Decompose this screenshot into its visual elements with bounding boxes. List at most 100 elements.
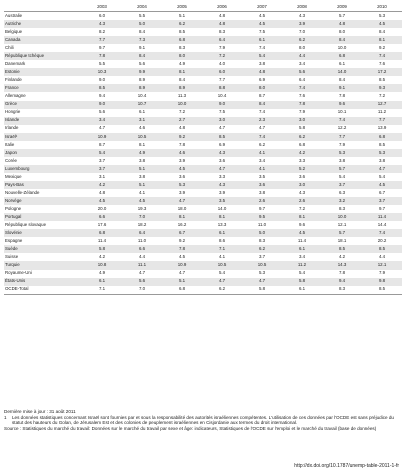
value-cell: 9.3 — [362, 84, 402, 93]
value-cell: 4.5 — [362, 180, 402, 190]
value-cell: 4.9 — [178, 61, 186, 67]
value-cell: 10.1 — [337, 109, 347, 115]
value-cell: 6.2 — [162, 20, 202, 29]
value-cell: 8.7 — [98, 141, 106, 147]
doi-link[interactable]: http://dx.doi.org/10.1787/unemp-table-20… — [294, 463, 399, 469]
value-cell: 4.6 — [162, 148, 202, 157]
country-cell: Royaume-Uni — [5, 270, 32, 276]
value-cell: 8.2 — [98, 28, 106, 34]
value-cell: 4.3 — [298, 12, 306, 18]
value-cell: 14.3 — [322, 261, 362, 270]
value-cell: 11.3 — [177, 93, 187, 99]
country-cell: États-Unis — [4, 277, 82, 286]
value-cell: 4.5 — [258, 12, 266, 18]
table-row: Finlande 9.0 8.9 8.4 7.7 6.9 6.4 8.4 8.5 — [4, 76, 402, 84]
value-cell: 6.8 — [82, 229, 122, 238]
value-cell: 5.4 — [242, 52, 282, 61]
value-cell: 4.7 — [202, 164, 242, 173]
value-cell: 3.9 — [178, 157, 186, 163]
value-cell: 4.5 — [282, 229, 322, 238]
value-cell: 11.0 — [257, 222, 267, 228]
value-cell: 5.1 — [122, 180, 162, 190]
value-cell: 3.4 — [298, 254, 306, 260]
table-row: Norvège 4.5 4.5 4.7 3.5 2.6 2.6 3.2 3.7 — [4, 197, 402, 206]
value-cell: 4.1 — [242, 164, 282, 173]
table-row: Canada 7.7 7.3 6.8 6.4 6.1 6.2 8.4 8.1 — [4, 36, 402, 45]
table-row: États-Unis 6.1 5.6 5.1 4.7 4.7 5.8 9.4 9.8 — [4, 277, 402, 286]
value-cell: 4.5 — [362, 20, 402, 29]
country-cell: Canada — [4, 36, 82, 45]
country-cell: Irlande — [5, 125, 19, 131]
value-cell: 7.2 — [298, 205, 306, 211]
value-cell: 7.6 — [378, 61, 386, 67]
value-cell: 14.4 — [377, 222, 387, 228]
value-cell: 5.6 — [138, 61, 146, 67]
value-cell: 8.4 — [322, 36, 362, 45]
header-country — [4, 3, 82, 12]
value-cell: 9.7 — [378, 205, 386, 211]
value-cell: 7.4 — [322, 116, 362, 125]
value-cell: 12.1 — [337, 222, 347, 228]
value-cell: 7.4 — [362, 229, 402, 238]
header-year: 2004 — [122, 3, 162, 12]
value-cell: 8.5 — [202, 132, 242, 141]
value-cell: 12.7 — [362, 100, 402, 109]
value-cell: 9.1 — [138, 45, 146, 50]
value-cell: 4.4 — [378, 254, 386, 260]
value-cell: 13.3 — [217, 222, 227, 228]
value-cell: 19.3 — [137, 205, 147, 211]
value-cell: 3.8 — [258, 61, 266, 67]
value-cell: 3.7 — [98, 157, 106, 163]
value-cell: 3.3 — [298, 157, 306, 163]
value-cell: 3.9 — [282, 20, 322, 29]
value-cell: 6.6 — [82, 213, 122, 222]
value-cell: 5.7 — [322, 229, 362, 238]
country-cell: Hongrie — [5, 109, 21, 115]
value-cell: 8.1 — [362, 36, 402, 45]
value-cell: 7.2 — [202, 52, 242, 61]
value-cell: 6.1 — [202, 229, 242, 238]
table-row: France 8.5 8.9 8.9 8.8 8.0 7.4 9.1 9.3 — [4, 84, 402, 93]
value-cell: 3.4 — [298, 61, 306, 67]
value-cell: 4.3 — [298, 189, 306, 195]
country-cell: Danemark — [5, 61, 26, 67]
country-cell: Corée — [5, 157, 17, 163]
value-cell: 10.0 — [322, 213, 362, 222]
value-cell: 7.7 — [82, 36, 122, 45]
value-cell: 5.8 — [82, 245, 122, 254]
table-row: Italie 8.7 8.1 7.8 6.9 6.2 6.8 7.9 8.5 — [4, 141, 402, 149]
value-cell: 4.7 — [258, 125, 266, 131]
value-cell: 18.2 — [137, 222, 147, 228]
value-cell: 5.2 — [282, 164, 322, 173]
header-year: 2007 — [242, 3, 282, 12]
value-cell: 6.8 — [362, 132, 402, 141]
value-cell: 6.3 — [338, 189, 346, 195]
table-row: Nouvelle-Zélande 4.8 4.1 3.9 3.9 3.8 4.3 6.3 6.7 — [4, 189, 402, 197]
value-cell: 10.0 — [337, 45, 347, 50]
value-cell: 3.7 — [82, 164, 122, 173]
value-cell: 5.6 — [98, 109, 106, 115]
value-cell: 3.9 — [178, 189, 186, 195]
value-cell: 11.2 — [377, 109, 387, 115]
country-cell: OCDE-Total — [4, 285, 82, 295]
value-cell: 8.4 — [122, 52, 162, 61]
value-cell: 3.4 — [82, 116, 122, 125]
value-cell: 7.1 — [82, 285, 122, 295]
value-cell: 4.8 — [322, 20, 362, 29]
country-cell: Espagne — [5, 238, 23, 244]
value-cell: 9.4 — [322, 277, 362, 286]
value-cell: 5.4 — [378, 173, 386, 179]
value-cell: 7.5 — [258, 28, 266, 34]
value-cell: 7.4 — [258, 109, 266, 115]
value-cell: 5.7 — [322, 164, 362, 173]
table-row: Hongrie 5.6 6.1 7.2 7.5 7.4 7.9 10.1 11.2 — [4, 109, 402, 117]
value-cell: 8.3 — [322, 285, 362, 295]
value-cell: 8.1 — [162, 68, 202, 77]
value-cell: 6.2 — [202, 285, 242, 295]
value-cell: 4.3 — [202, 148, 242, 157]
value-cell: 9.5 — [242, 213, 282, 222]
country-cell: Slovénie — [4, 229, 82, 238]
value-cell: 6.1 — [242, 36, 282, 45]
value-cell: 8.0 — [242, 84, 282, 93]
country-cell: Allemagne — [5, 93, 26, 99]
